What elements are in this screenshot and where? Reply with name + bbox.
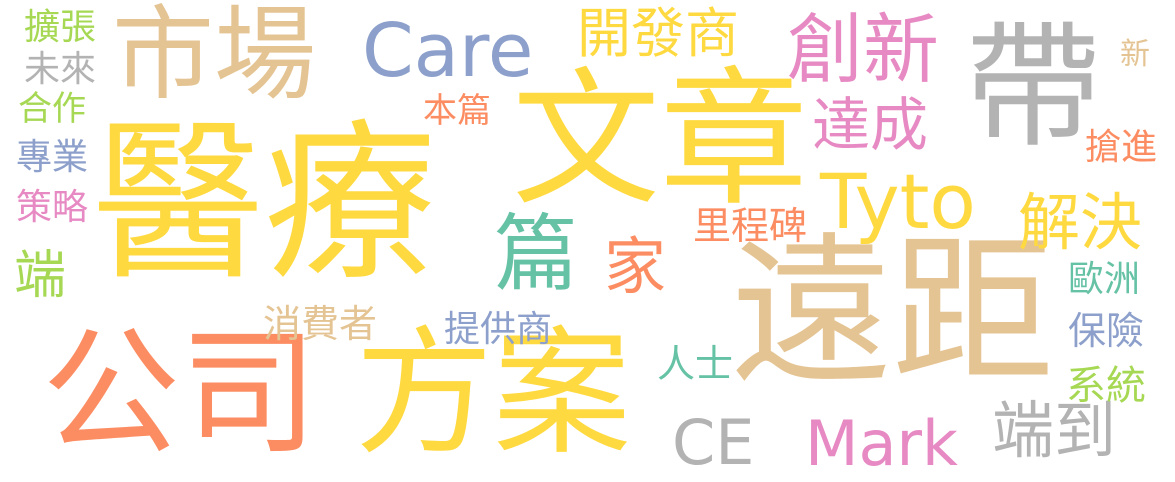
word-dacheng: 達成 [812, 91, 929, 159]
word-care: Care [362, 8, 534, 94]
word-kuozhang: 擴張 [24, 7, 97, 48]
word-tigongshang: 提供商 [444, 309, 553, 350]
word-mark: Mark [805, 407, 958, 480]
word-yiliao: 醫療 [92, 103, 436, 304]
word-hezuo: 合作 [18, 89, 86, 129]
word-zhuanye: 專業 [16, 137, 89, 178]
word-jia: 家 [604, 230, 667, 303]
word-xiaofeizhe: 消費者 [263, 302, 378, 346]
word-dai: 帶 [965, 9, 1101, 167]
word-jiejue: 解決 [1018, 186, 1143, 259]
word-duandao: 端到 [992, 394, 1117, 467]
word-ce: CE [672, 406, 755, 479]
word-weilai: 未來 [24, 49, 97, 90]
word-renshi: 人士 [657, 342, 734, 386]
word-yuanju: 遠距 [730, 219, 1054, 407]
word-celue: 策略 [16, 187, 89, 228]
word-fangan: 方案 [355, 313, 632, 474]
word-qiangjin: 搶進 [1085, 127, 1158, 168]
word-tyto: Tyto [820, 157, 976, 246]
word-chuangxin: 創新 [787, 5, 939, 94]
word-xitong: 系統 [1066, 363, 1146, 409]
word-pian: 篇 [494, 205, 579, 303]
word-shichang: 市場 [112, 0, 316, 115]
word-lichengbei: 里程碑 [693, 204, 808, 248]
word-ouzhou: 歐洲 [1068, 259, 1141, 300]
word-kaifashang: 開發商 [577, 2, 739, 65]
word-wenzhang: 文章 [512, 54, 808, 226]
word-benpian: 本篇 [423, 91, 491, 131]
word-gongsi: 公司 [42, 313, 319, 474]
word-duan: 端 [14, 246, 67, 306]
word-xin: 新 [1120, 37, 1150, 72]
word-baoxian: 保險 [1068, 309, 1145, 353]
